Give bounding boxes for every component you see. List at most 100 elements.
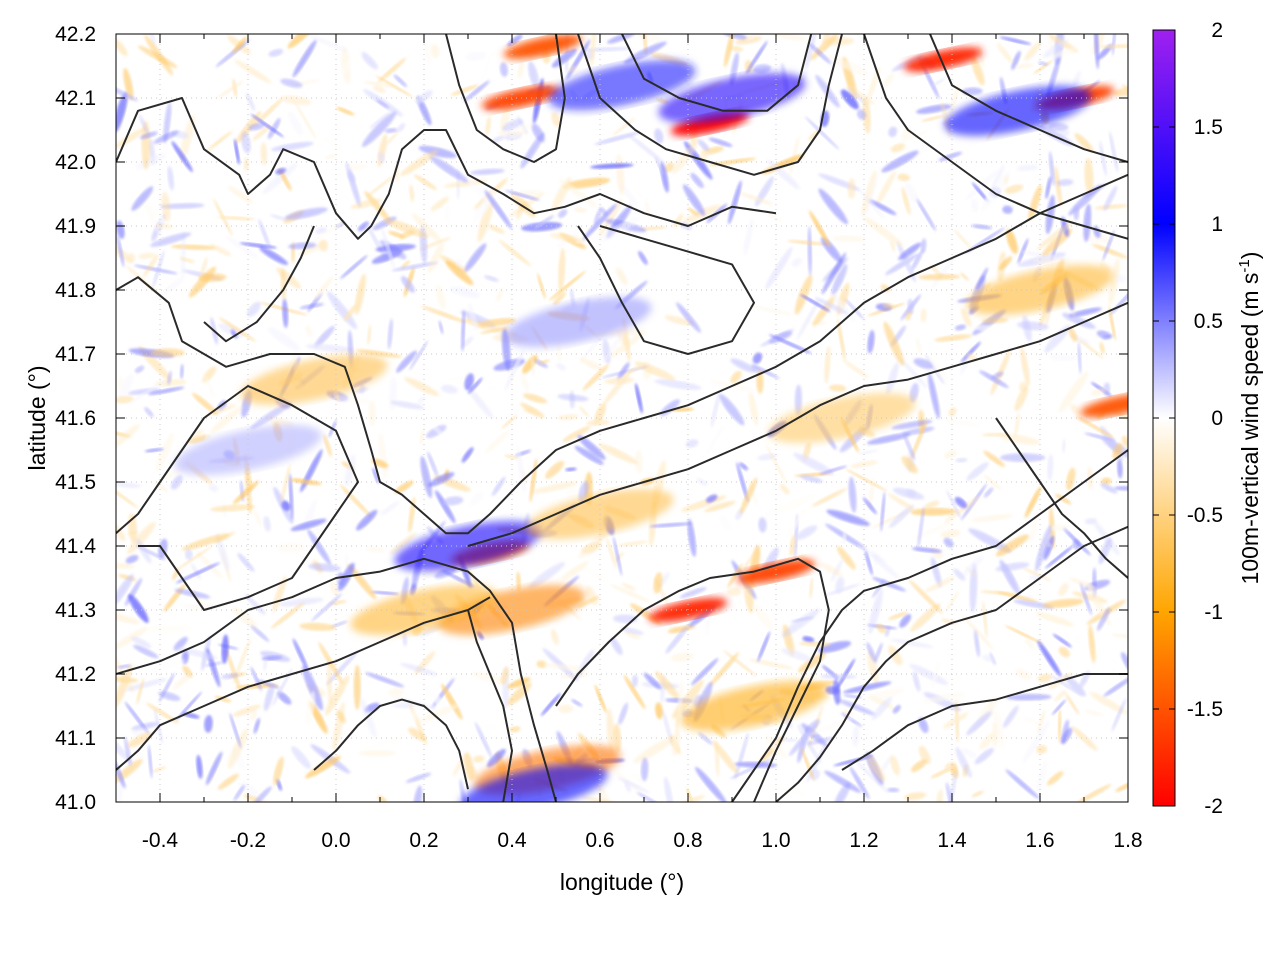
x-tick-label: 0.0 [321, 829, 350, 852]
texture-streak [836, 658, 856, 690]
texture-streak [266, 416, 295, 428]
texture-streak [918, 717, 929, 733]
texture-streak [240, 778, 277, 802]
texture-streak [210, 504, 256, 512]
texture-streak [305, 344, 354, 352]
texture-streak [1042, 39, 1069, 58]
texture-streak [133, 264, 178, 275]
texture-streak [635, 383, 643, 414]
texture-streak [1015, 668, 1032, 681]
texture-streak [739, 462, 749, 471]
texture-streak [217, 216, 255, 220]
texture-streak [343, 304, 358, 321]
texture-streak [429, 155, 469, 183]
texture-streak [418, 679, 452, 715]
texture-streak [330, 620, 348, 628]
texture-streak [464, 373, 475, 391]
texture-streak [946, 489, 962, 520]
texture-streak [1056, 179, 1074, 186]
colorbar-tick-label: -2 [1204, 795, 1223, 818]
texture-streak [409, 340, 429, 371]
texture-streak [602, 339, 611, 364]
texture-streak [127, 732, 152, 748]
texture-streak [365, 672, 405, 688]
texture-streak [537, 273, 546, 300]
y-tick-label: 41.3 [55, 599, 96, 622]
texture-streak [127, 252, 136, 263]
texture-streak [886, 362, 899, 395]
texture-streak [142, 254, 159, 278]
texture-streak [990, 698, 996, 710]
texture-streak [612, 723, 622, 752]
texture-streak [1120, 652, 1128, 673]
x-axis-label: longitude (°) [560, 869, 684, 895]
texture-streak [441, 570, 476, 588]
texture-streak [574, 445, 604, 465]
texture-streak [533, 215, 555, 229]
texture-streak [1035, 524, 1052, 572]
texture-streak [452, 753, 467, 777]
texture-streak [1091, 388, 1106, 396]
texture-streak [1066, 109, 1082, 122]
texture-streak [1091, 243, 1128, 259]
texture-streak [1109, 131, 1119, 173]
colorbar-tick-label: -0.5 [1187, 504, 1223, 527]
texture-streak [132, 379, 167, 402]
texture-streak [461, 447, 474, 463]
texture-streak [314, 276, 334, 300]
texture-streak [221, 673, 239, 680]
texture-streak [910, 418, 928, 461]
texture-streak [936, 789, 944, 802]
texture-streak [618, 702, 629, 725]
texture-streak [509, 124, 530, 138]
texture-streak [278, 597, 324, 607]
field-feature [503, 34, 582, 59]
texture-streak [885, 253, 919, 276]
texture-streak [924, 576, 956, 593]
texture-streak [1037, 710, 1046, 733]
texture-streak [845, 86, 875, 105]
texture-streak [654, 128, 664, 144]
texture-streak [116, 731, 133, 764]
texture-streak [217, 80, 244, 99]
texture-streak [239, 309, 248, 333]
terrain-contour-line [116, 97, 777, 240]
texture-streak [961, 555, 984, 577]
texture-streak [484, 275, 499, 282]
texture-streak [618, 540, 648, 547]
texture-streak [758, 517, 767, 533]
texture-streak [1111, 698, 1127, 732]
texture-streak [380, 225, 395, 269]
texture-streak [610, 584, 652, 603]
texture-streak [503, 406, 524, 419]
texture-streak [709, 157, 757, 166]
texture-streak [367, 324, 372, 345]
y-tick-label: 42.2 [55, 23, 96, 46]
texture-streak [208, 484, 219, 492]
texture-streak [1111, 633, 1128, 638]
texture-streak [504, 454, 519, 460]
texture-streak [339, 484, 372, 518]
texture-streak [654, 379, 702, 390]
texture-streak [150, 658, 186, 673]
texture-streak [785, 505, 809, 541]
x-tick-label: -0.4 [142, 829, 179, 852]
texture-streak [821, 252, 847, 295]
texture-streak [685, 439, 699, 448]
texture-streak [1024, 638, 1035, 650]
texture-streak [619, 183, 639, 208]
texture-streak [205, 751, 223, 786]
texture-streak [1054, 690, 1067, 702]
texture-streak [485, 116, 492, 136]
texture-streak [1102, 229, 1115, 261]
texture-streak [1097, 607, 1111, 631]
texture-streak [909, 663, 949, 685]
texture-streak [697, 139, 710, 152]
texture-streak [907, 298, 914, 315]
texture-streak [116, 395, 134, 404]
texture-streak [962, 748, 977, 758]
texture-streak [757, 631, 771, 662]
texture-streak [367, 174, 396, 197]
terrain-contour-line [445, 34, 566, 163]
texture-streak [465, 385, 494, 419]
